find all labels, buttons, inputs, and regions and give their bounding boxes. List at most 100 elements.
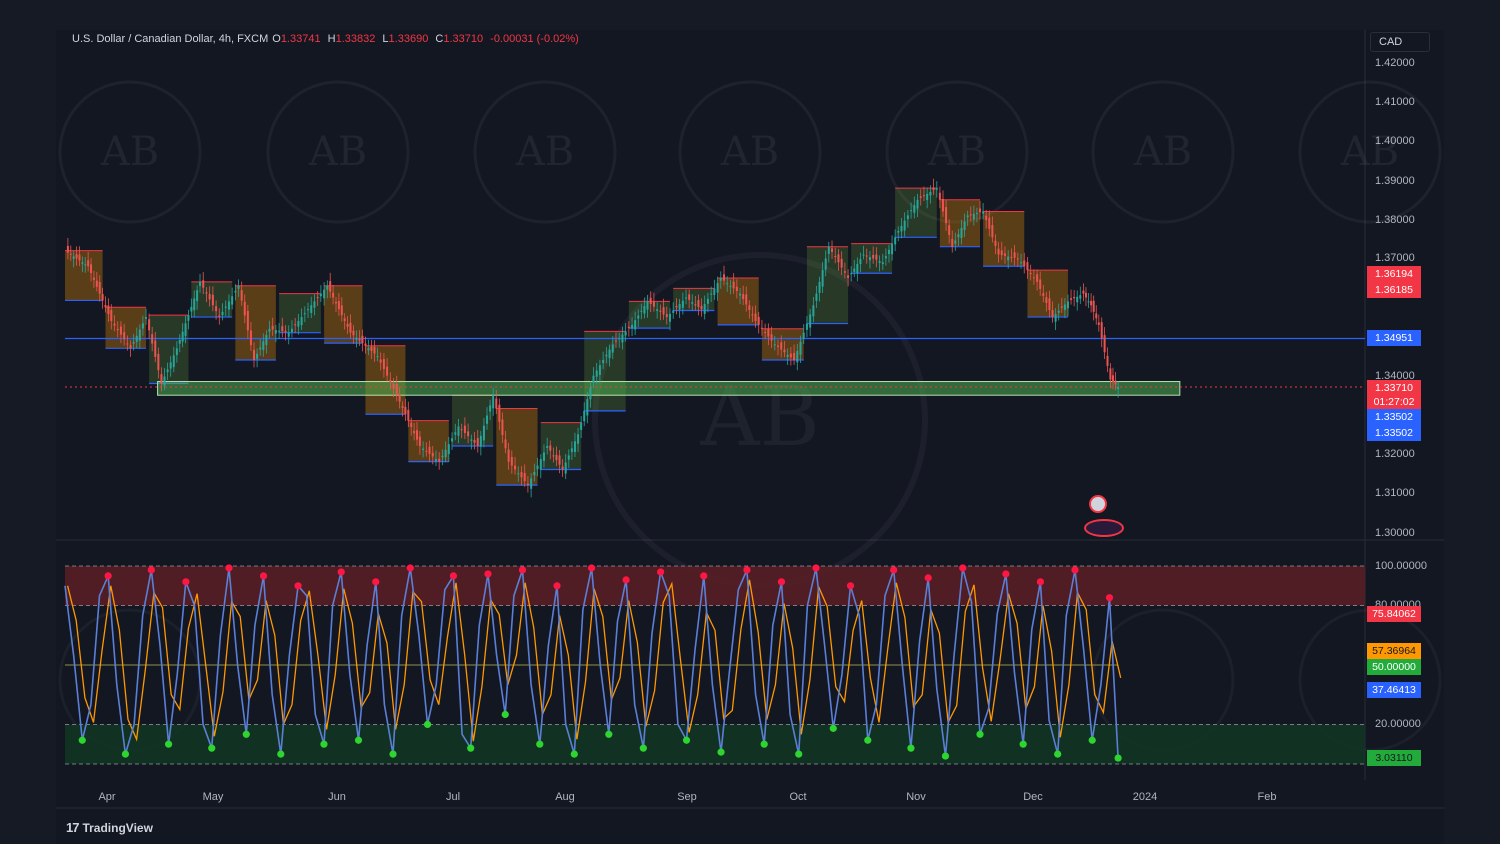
candle-body bbox=[624, 331, 627, 336]
overbought-dot bbox=[846, 582, 855, 590]
overbought-zone bbox=[65, 566, 1365, 606]
candle-body bbox=[643, 306, 646, 314]
oversold-dot bbox=[717, 748, 725, 756]
price-badge: 1.34951 bbox=[1367, 330, 1421, 346]
price-tick: 1.31000 bbox=[1375, 487, 1415, 499]
economic-events-icon[interactable] bbox=[1084, 519, 1124, 537]
candle-body bbox=[706, 298, 709, 304]
candle-body bbox=[184, 323, 187, 336]
candle-body bbox=[726, 283, 729, 285]
candle-body bbox=[523, 472, 526, 482]
symbol-name[interactable]: U.S. Dollar / Canadian Dollar, 4h, FXCM bbox=[72, 33, 269, 45]
price-badge: 1.33502 bbox=[1367, 425, 1421, 441]
candle-body bbox=[1003, 253, 1006, 256]
candle-body bbox=[227, 301, 230, 310]
candle-body bbox=[154, 340, 157, 357]
candle-body bbox=[997, 248, 1000, 255]
candle-body bbox=[1007, 256, 1010, 261]
candle-body bbox=[517, 473, 520, 475]
candle-body bbox=[208, 293, 211, 300]
candle-body bbox=[504, 439, 507, 449]
overbought-dot bbox=[1036, 578, 1045, 586]
watermark-seal bbox=[1091, 80, 1235, 224]
oscillator-tick: 100.00000 bbox=[1375, 560, 1427, 572]
candle-body bbox=[313, 301, 316, 308]
time-tick: Sep bbox=[677, 791, 697, 803]
watermark-text: AB bbox=[927, 129, 986, 175]
overbought-dot bbox=[104, 572, 112, 580]
candle-body bbox=[881, 262, 884, 265]
candle-body bbox=[1079, 295, 1082, 299]
oversold-dot bbox=[639, 744, 647, 752]
candle-body bbox=[104, 304, 107, 308]
watermark-seal bbox=[1298, 80, 1442, 224]
candle-body bbox=[364, 343, 367, 346]
candle-body bbox=[181, 331, 184, 342]
candle-body bbox=[358, 338, 361, 341]
candle-body bbox=[688, 294, 691, 300]
candle-body bbox=[520, 472, 523, 478]
candle-body bbox=[1036, 274, 1039, 282]
candle-body bbox=[157, 353, 160, 371]
overbought-dot bbox=[225, 564, 233, 572]
oscillator-tick: 20.00000 bbox=[1375, 718, 1421, 730]
candle-body bbox=[1000, 250, 1003, 256]
currency-button[interactable]: CAD bbox=[1370, 32, 1430, 52]
candle-body bbox=[343, 318, 346, 321]
candle-body bbox=[878, 261, 881, 263]
candle-body bbox=[549, 445, 552, 451]
candle-body bbox=[723, 274, 726, 281]
candle-body bbox=[710, 293, 713, 295]
candle-body bbox=[847, 275, 850, 278]
candle-body bbox=[281, 326, 284, 332]
price-tick: 1.41000 bbox=[1375, 96, 1415, 108]
candle-body bbox=[138, 329, 141, 341]
watermark-seal bbox=[678, 80, 822, 224]
low-label: L bbox=[382, 33, 389, 45]
candle-body bbox=[199, 281, 202, 286]
candle-body bbox=[853, 268, 856, 272]
candle-body bbox=[969, 214, 972, 216]
candle-body bbox=[107, 305, 110, 315]
candle-body bbox=[1090, 300, 1093, 306]
oversold-dot bbox=[354, 736, 363, 744]
range-box bbox=[717, 277, 759, 325]
candle-body bbox=[668, 313, 671, 322]
candle-body bbox=[237, 285, 240, 289]
candle-body bbox=[1100, 322, 1103, 339]
candle-body bbox=[577, 434, 580, 444]
candle-body bbox=[271, 325, 274, 330]
candle-body bbox=[84, 264, 87, 266]
candle-body bbox=[533, 472, 536, 476]
candle-body bbox=[831, 248, 834, 252]
candle-body bbox=[1066, 301, 1069, 309]
candle-body bbox=[367, 348, 370, 351]
candle-body bbox=[116, 328, 119, 331]
oscillator-badge: 37.46413 bbox=[1367, 682, 1421, 698]
candle-body bbox=[935, 188, 938, 190]
candle-body bbox=[821, 270, 824, 287]
oversold-dot bbox=[682, 736, 691, 744]
watermark-text: AB bbox=[1133, 129, 1192, 175]
watermark-seal bbox=[885, 80, 1029, 224]
candle-body bbox=[389, 379, 392, 383]
candle-body bbox=[796, 350, 799, 363]
candle-body bbox=[659, 310, 662, 312]
candle-body bbox=[1117, 387, 1120, 390]
time-tick: Apr bbox=[98, 791, 116, 803]
us-flag-event-icon[interactable] bbox=[1089, 495, 1107, 513]
candle-body bbox=[334, 301, 337, 304]
candle-body bbox=[1054, 313, 1057, 322]
candle-body bbox=[1060, 306, 1063, 308]
candle-body bbox=[530, 478, 533, 489]
candle-body bbox=[1070, 298, 1073, 300]
candle-body bbox=[81, 262, 84, 264]
tradingview-logo[interactable]: 17 TradingView bbox=[66, 820, 153, 835]
candle-body bbox=[675, 306, 678, 308]
candle-body bbox=[69, 253, 72, 255]
candle-body bbox=[172, 355, 175, 368]
time-tick: Aug bbox=[555, 791, 575, 803]
candle-body bbox=[926, 193, 929, 201]
candle-body bbox=[691, 302, 694, 304]
